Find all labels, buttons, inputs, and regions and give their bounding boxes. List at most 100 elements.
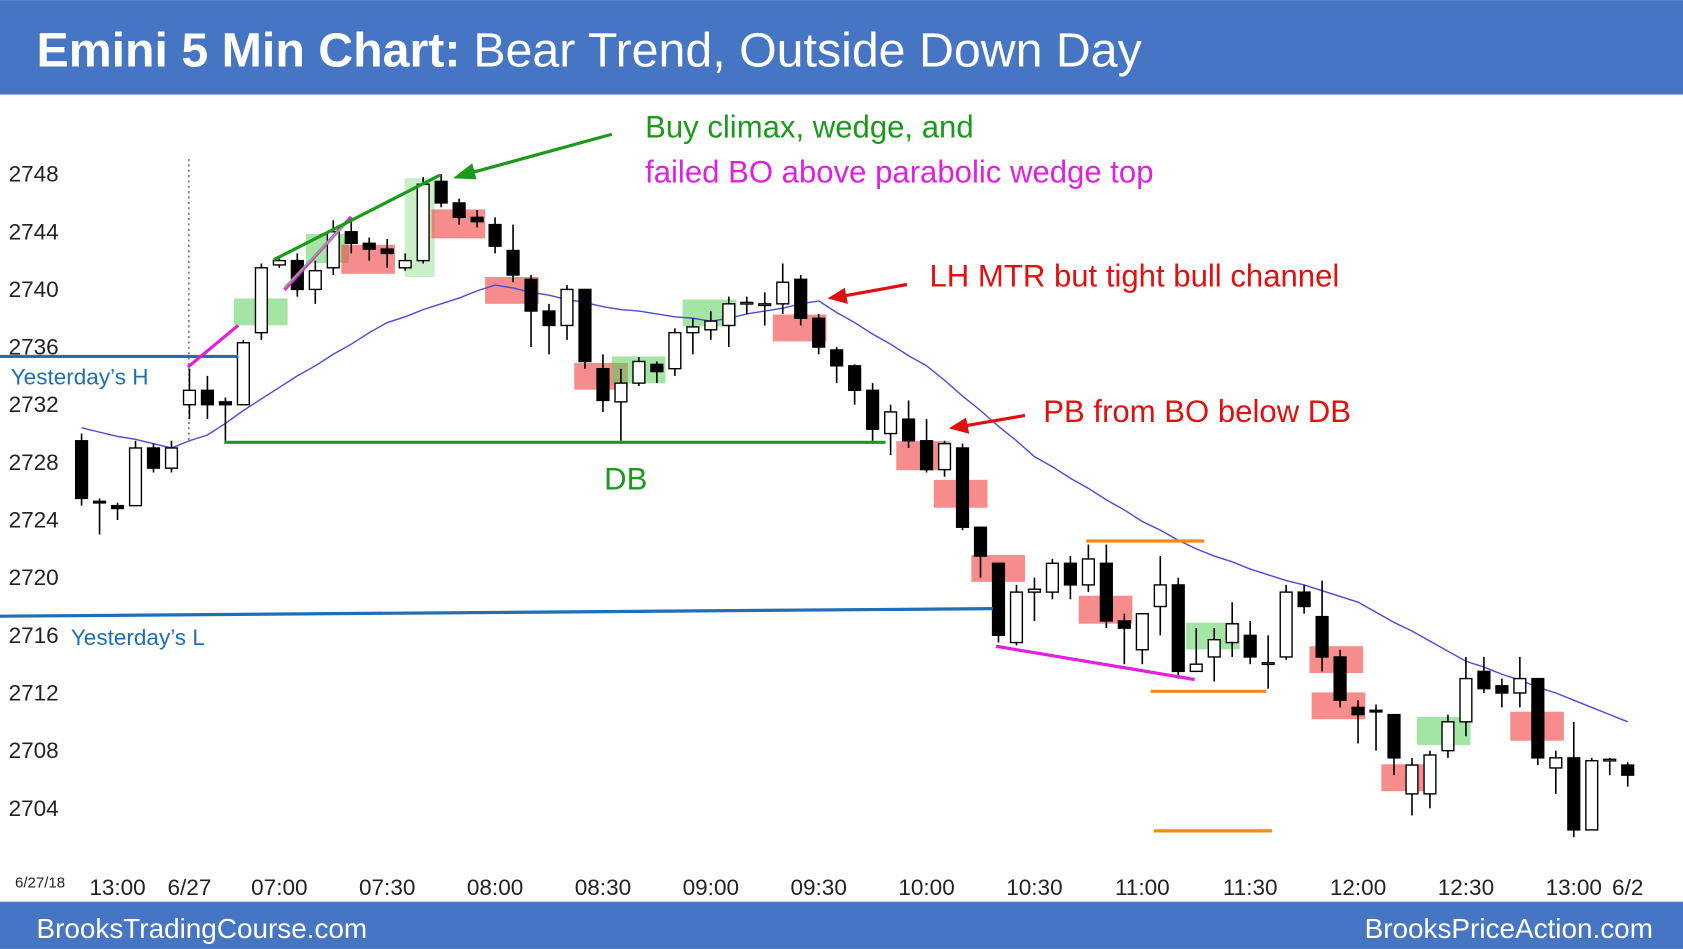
candle-body [722, 303, 736, 327]
x-tick-label: 08:30 [575, 875, 631, 900]
candle-body [218, 401, 233, 406]
candle-body [1369, 709, 1383, 713]
candle-body [650, 363, 664, 373]
annotation: failed BO above parabolic wedge top [645, 155, 1153, 190]
header-band [0, 0, 1683, 95]
arrow [841, 282, 908, 298]
candle-body [236, 342, 250, 406]
plot: 2704270827122716272027242728273227362740… [0, 162, 1643, 900]
arrow-head [827, 287, 848, 304]
highlight-boxes [233, 178, 1564, 792]
candle-body [1585, 760, 1599, 831]
annotation-lines [0, 132, 1272, 833]
candle-body [578, 288, 592, 363]
annotation: DB [604, 462, 647, 497]
y-tick-label: 2708 [9, 738, 59, 763]
title-rest: Bear Trend, Outside Down Day [473, 24, 1142, 78]
candle-body [704, 320, 718, 331]
candle-body [92, 500, 107, 504]
candle-body [1279, 591, 1293, 658]
candle-body [1207, 638, 1221, 658]
candle-body [524, 278, 538, 312]
x-tick-label: 13:00 [89, 875, 145, 900]
candle-body [866, 389, 880, 430]
wedge-line [186, 324, 240, 369]
x-tick-label: 10:30 [1006, 875, 1062, 900]
x-tick-label: 12:00 [1330, 875, 1386, 900]
candle-body [182, 389, 197, 406]
candle-body [416, 183, 430, 262]
candle-body [1621, 764, 1635, 776]
candle-body [901, 418, 916, 442]
candle-body [1045, 562, 1060, 593]
candle-body [884, 411, 898, 435]
candle-body [362, 242, 376, 250]
candle-body [146, 447, 161, 469]
candle-body [1459, 677, 1473, 723]
candle-body [596, 368, 610, 402]
title-bold: Emini 5 Min Chart: [36, 24, 460, 78]
candle-body [452, 202, 466, 219]
candle-body [1063, 562, 1077, 586]
annotation: Yesterday’s H [11, 364, 149, 389]
candle-body [1315, 615, 1329, 658]
candle-body [1099, 562, 1113, 622]
candle-body [254, 267, 268, 334]
candle-body [1009, 591, 1024, 644]
candle-body [1477, 670, 1491, 690]
candle-body [1243, 634, 1257, 658]
arrow-head [948, 417, 970, 434]
candle-body [776, 281, 790, 305]
candle-body [200, 389, 215, 406]
candle-body [542, 310, 556, 327]
y-tick-label: 2712 [9, 681, 59, 706]
candle-body [614, 382, 628, 403]
candle-body [632, 360, 646, 384]
annotation: Yesterday’s L [71, 625, 205, 650]
x-tick-label: 09:00 [683, 875, 739, 900]
candle-body [1153, 584, 1167, 608]
y-tick-label: 2704 [9, 796, 59, 821]
chart-title: Emini 5 Min Chart: Bear Trend, Outside Do… [36, 24, 1142, 78]
x-tick-label: 08:00 [467, 875, 523, 900]
y-tick-label: 2748 [9, 162, 59, 187]
candle-body [398, 259, 412, 269]
candle-body [1495, 685, 1509, 694]
candle-body [1351, 706, 1365, 716]
candle-body [973, 526, 988, 557]
candle-body [1117, 620, 1131, 629]
candle-body [308, 269, 322, 291]
candle-body [272, 259, 286, 266]
candle-body [1531, 677, 1545, 759]
candle-body [1027, 588, 1042, 593]
footer-band [0, 901, 1683, 949]
candle-body [506, 249, 520, 276]
x-tick-label: 12:30 [1438, 875, 1494, 900]
candle-body [758, 303, 772, 307]
candle-body [937, 442, 952, 471]
annotation: Buy climax, wedge, and [645, 109, 974, 144]
candle-body [1333, 656, 1347, 701]
candle-body [1603, 758, 1617, 762]
y-tick-label: 2720 [9, 565, 59, 590]
yesterday-low-line [0, 607, 993, 618]
candle-body [560, 288, 574, 327]
candle-body [1189, 663, 1203, 673]
candle-body [991, 562, 1006, 637]
x-tick-label: 10:00 [898, 875, 954, 900]
candle-body [848, 365, 862, 392]
candle-body [110, 504, 125, 510]
candle-body [830, 349, 844, 367]
candle-body [812, 317, 826, 348]
x-tick-label: 6/27 [168, 875, 212, 900]
wedge-line [995, 644, 1195, 682]
y-tick-label: 2716 [9, 623, 59, 648]
candle-body [128, 447, 143, 507]
y-tick-label: 2744 [9, 219, 59, 244]
candle-body [434, 180, 448, 204]
candle-body [686, 326, 700, 334]
y-tick-label: 2732 [9, 392, 59, 417]
candle-body [488, 223, 502, 247]
arrow-head [452, 163, 477, 180]
